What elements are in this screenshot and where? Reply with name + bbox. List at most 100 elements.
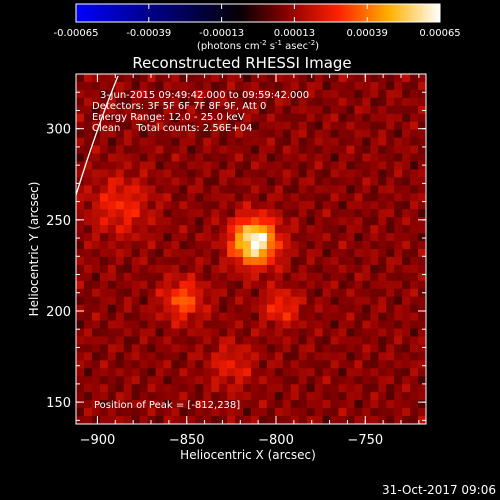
heatmap-cell (83, 328, 93, 338)
heatmap-cell (322, 400, 332, 409)
heatmap-cell (251, 201, 260, 210)
heatmap-cell (107, 320, 117, 330)
heatmap-cell (266, 352, 276, 361)
heatmap-cell (219, 105, 228, 115)
heatmap-cell (235, 304, 244, 314)
heatmap-cell (155, 320, 165, 330)
heatmap-cell (362, 169, 371, 178)
heatmap-cell (147, 400, 157, 409)
heatmap-cell (354, 193, 363, 202)
heatmap-cell (187, 264, 196, 274)
heatmap-cell (362, 296, 371, 306)
heatmap-cell (410, 121, 419, 131)
y-tick-label: 150 (46, 396, 71, 411)
heatmap-cell (362, 233, 371, 242)
heatmap-cell (322, 312, 332, 322)
heatmap-cell (91, 137, 101, 147)
heatmap-cell (402, 296, 411, 306)
heatmap-cell (418, 320, 426, 330)
heatmap-cell (338, 344, 348, 353)
heatmap-cell (394, 185, 403, 194)
heatmap-cell (195, 400, 204, 409)
heatmap-cell (386, 392, 395, 401)
heatmap-cell (99, 225, 109, 234)
heatmap-cell (266, 193, 276, 202)
heatmap-cell (290, 233, 300, 242)
heatmap-cell (195, 328, 204, 338)
heatmap-cell (171, 209, 180, 218)
heatmap-cell (282, 360, 292, 369)
heatmap-cell (243, 272, 252, 282)
heatmap-cell (195, 169, 204, 178)
heatmap-cell (251, 416, 260, 424)
heatmap-cell (139, 113, 149, 123)
heatmap-cell (123, 312, 133, 322)
heatmap-cell (235, 129, 244, 139)
annotation-energy: Energy Range: 12.0 - 25.0 keV (92, 112, 245, 123)
heatmap-cell (314, 368, 324, 377)
heatmap-cell (219, 137, 228, 147)
heatmap-cell (219, 201, 228, 210)
heatmap-cell (330, 320, 340, 330)
heatmap-cell (235, 241, 244, 250)
heatmap-cell (330, 416, 340, 424)
heatmap-cell (338, 145, 348, 155)
heatmap-cell (99, 272, 109, 282)
heatmap-cell (235, 416, 244, 424)
heatmap-cell (386, 177, 395, 186)
heatmap-cell (179, 368, 188, 377)
heatmap-cell (274, 145, 284, 155)
heatmap-cell (83, 185, 93, 194)
heatmap-cell (394, 249, 403, 258)
heatmap-cell (91, 384, 101, 393)
heatmap-cell (322, 153, 332, 163)
heatmap-cell (402, 312, 411, 322)
heatmap-cell (386, 400, 395, 409)
heatmap-cell (99, 153, 109, 163)
heatmap-cell (362, 185, 371, 194)
heatmap-cell (258, 344, 268, 353)
heatmap-cell (410, 312, 419, 322)
heatmap-cell (266, 376, 276, 385)
heatmap-cell (139, 169, 149, 178)
heatmap-cell (258, 233, 268, 242)
heatmap-cell (243, 89, 252, 99)
heatmap-cell (266, 217, 276, 226)
heatmap-cell (235, 256, 244, 266)
heatmap-cell (107, 161, 117, 171)
heatmap-cell (306, 264, 316, 274)
heatmap-cell (139, 280, 149, 290)
heatmap-cell (203, 161, 212, 171)
heatmap-cell (76, 352, 85, 361)
heatmap-cell (346, 392, 355, 401)
heatmap-cell (139, 408, 149, 417)
heatmap-cell (370, 312, 379, 322)
heatmap-cell (274, 360, 284, 369)
heatmap-cell (282, 288, 292, 298)
heatmap-cell (418, 121, 426, 131)
heatmap-cell (227, 233, 236, 242)
heatmap-cell (322, 328, 332, 338)
heatmap-cell (330, 272, 340, 282)
heatmap-cell (115, 105, 125, 115)
heatmap-cell (83, 81, 93, 91)
heatmap-cell (274, 312, 284, 322)
heatmap-cell (123, 264, 133, 274)
heatmap-cell (346, 384, 355, 393)
heatmap-cell (338, 408, 348, 417)
heatmap-cell (195, 74, 204, 83)
heatmap-cell (338, 320, 348, 330)
heatmap-cell (147, 145, 157, 155)
heatmap-cell (219, 209, 228, 218)
heatmap-cell (354, 296, 363, 306)
heatmap-cell (258, 384, 268, 393)
heatmap-cell (362, 360, 371, 369)
heatmap-cell (274, 185, 284, 194)
heatmap-cell (370, 296, 379, 306)
heatmap-cell (76, 201, 85, 210)
heatmap-cell (99, 217, 109, 226)
heatmap-cell (298, 169, 308, 178)
heatmap-cell (123, 177, 133, 186)
heatmap-cell (378, 241, 387, 250)
heatmap-cell (123, 209, 133, 218)
